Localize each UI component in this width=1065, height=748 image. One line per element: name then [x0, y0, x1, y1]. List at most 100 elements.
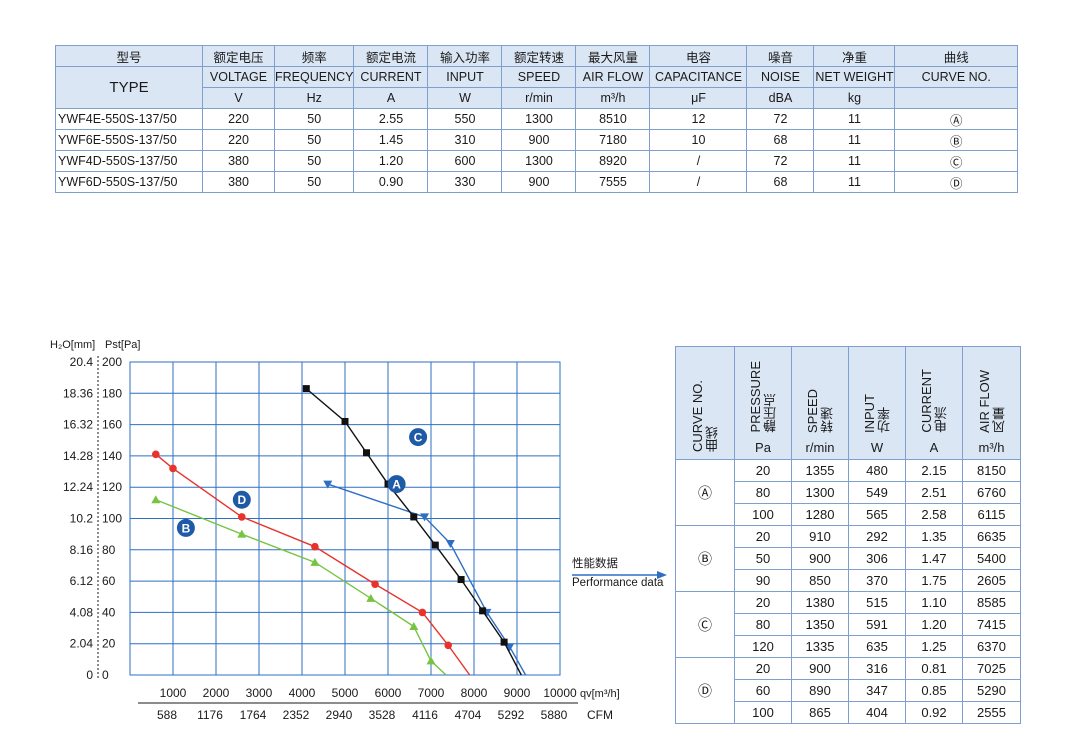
perf-header-row: CURVE NO. 曲线 PRESSURE 静压点 Pa SPEED 转速 r/min… [675, 346, 1021, 460]
perf-header-input: INPUT 功率 W [848, 346, 906, 460]
data-point [418, 608, 427, 617]
speed-cell: 900 [791, 547, 849, 570]
y-tick-label-mm: 14.28 [63, 449, 93, 463]
header-weight-zh: 净重 [813, 45, 896, 67]
header-noise-en: NOISE [746, 66, 815, 88]
noise-cell: 68 [746, 129, 815, 151]
spec-header-en: TYPE VOLTAGE FREQUENCY CURRENT INPUT SPE… [55, 66, 1018, 109]
frequency-cell: 50 [273, 129, 355, 151]
header-noise-zh: 噪音 [746, 45, 815, 67]
data-point [371, 580, 379, 589]
current-cell: 1.25 [905, 635, 963, 658]
spec-header-zh: 型号 额定电压 频率 额定电流 输入功率 额定转速 最大风量 电容 噪音 净重 … [55, 45, 1018, 67]
y-tick-label-pa: 0 [102, 668, 109, 682]
data-point [457, 576, 465, 584]
curve-cell: Ⓐ [675, 459, 735, 526]
perf-header-speed: SPEED 转速 r/min [791, 346, 849, 460]
cfm-tick-label: 3528 [369, 708, 396, 722]
unit-speed: r/min [501, 87, 577, 109]
perf-header-pressure: PRESSURE 静压点 Pa [734, 346, 792, 460]
y-axis-title-mm: H₂O[mm] [50, 339, 95, 351]
data-point [237, 529, 247, 538]
data-point [151, 495, 161, 504]
frequency-cell: 50 [273, 150, 355, 172]
data-point [431, 541, 439, 549]
curve-badge-d [232, 490, 251, 509]
capacitance-cell: 10 [649, 129, 748, 151]
capacitance-cell: 12 [649, 108, 748, 130]
airflow-cell: 7180 [575, 129, 651, 151]
perf-header-curve: CURVE NO. 曲线 [675, 346, 735, 460]
perf-header-airflow: AIR FLOW 风量 m³/h [962, 346, 1021, 460]
header-frequency-en: FREQUENCY [273, 66, 355, 88]
y-tick-label-pa: 140 [102, 449, 122, 463]
curve-badge-a [387, 475, 406, 494]
y-tick-label-mm: 10.2 [70, 512, 94, 526]
data-point [152, 450, 160, 459]
y-tick-label-mm: 16.32 [63, 418, 93, 432]
airflow-cell: 6635 [962, 525, 1021, 548]
input-cell: 515 [848, 591, 906, 614]
header-current-en: CURRENT [353, 66, 429, 88]
table-row: 50 900 306 1.47 5400 [676, 547, 1021, 570]
table-row: YWF4E-550S-137/50 220 50 2.55 550 1300 8… [55, 108, 1018, 130]
voltage-cell: 220 [202, 129, 275, 151]
x-tick-label: 4000 [289, 686, 316, 700]
model-cell: YWF6D-550S-137/50 [55, 171, 203, 193]
x-tick-label: 2000 [203, 686, 230, 700]
voltage-cell: 380 [202, 171, 275, 193]
data-point [238, 513, 246, 521]
current-cell: 1.20 [905, 613, 963, 636]
data-point [363, 449, 370, 457]
speed-cell: 910 [791, 525, 849, 548]
x-tick-label: 10000 [543, 686, 577, 700]
table-row: Ⓑ 20 910 292 1.35 6635 [675, 525, 1021, 592]
table-row: 100 865 404 0.92 2555 [676, 701, 1021, 724]
table-row: YWF6D-550S-137/50 380 50 0.90 330 900 75… [55, 171, 1018, 193]
frequency-cell: 50 [273, 108, 355, 130]
data-point [426, 656, 436, 665]
airflow-cell: 5290 [962, 679, 1021, 702]
header-input-en: INPUT [427, 66, 503, 88]
perf-label-zh: 性能数据 [572, 558, 618, 570]
table-row: Ⓒ 20 1380 515 1.10 8585 [675, 591, 1021, 658]
speed-cell: 1280 [791, 503, 849, 526]
frequency-cell: 50 [273, 171, 355, 193]
y-tick-label-mm: 8.16 [70, 543, 94, 557]
model-cell: YWF6E-550S-137/50 [55, 129, 203, 151]
curve-badge-label-c: C [414, 431, 423, 445]
x-tick-label: 8000 [461, 686, 488, 700]
y-tick-label-pa: 100 [102, 512, 122, 526]
y-tick-label-mm: 20.4 [70, 355, 94, 369]
y-tick-label-pa: 40 [102, 605, 116, 619]
input-cell: 292 [848, 525, 906, 548]
header-capacitance-en: CAPACITANCE [649, 66, 748, 88]
pressure-cell: 100 [734, 701, 792, 724]
speed-cell: 1350 [791, 613, 849, 636]
y-tick-label-mm: 4.08 [70, 605, 94, 619]
table-row: YWF4D-550S-137/50 380 50 1.20 600 1300 8… [55, 150, 1018, 172]
spec-header-units: V Hz A W r/min m³/h μF dBA kg [56, 87, 1018, 109]
header-frequency-zh: 频率 [273, 45, 355, 67]
data-point [409, 621, 419, 630]
current-cell: 0.90 [353, 171, 429, 193]
cfm-tick-label: 588 [157, 708, 177, 722]
curve-badge-label-b: B [182, 521, 191, 535]
current-cell: 1.45 [353, 129, 429, 151]
airflow-cell: 8585 [962, 591, 1021, 614]
cfm-tick-label: 4116 [412, 708, 438, 722]
pressure-cell: 100 [734, 503, 792, 526]
current-cell: 2.51 [905, 481, 963, 504]
pressure-cell: 90 [734, 569, 792, 592]
header-voltage-zh: 额定电压 [202, 45, 275, 67]
y-tick-label-pa: 120 [102, 480, 122, 494]
curve-cell: Ⓑ [675, 525, 735, 592]
pressure-cell: 60 [734, 679, 792, 702]
y-tick-label-pa: 80 [102, 543, 116, 557]
y-tick-label-mm: 0 [86, 668, 93, 682]
input-cell: 600 [427, 150, 503, 172]
curve-badge-c [409, 428, 428, 447]
y-tick-label-pa: 200 [102, 355, 122, 369]
weight-cell: 11 [813, 171, 896, 193]
speed-cell: 1335 [791, 635, 849, 658]
